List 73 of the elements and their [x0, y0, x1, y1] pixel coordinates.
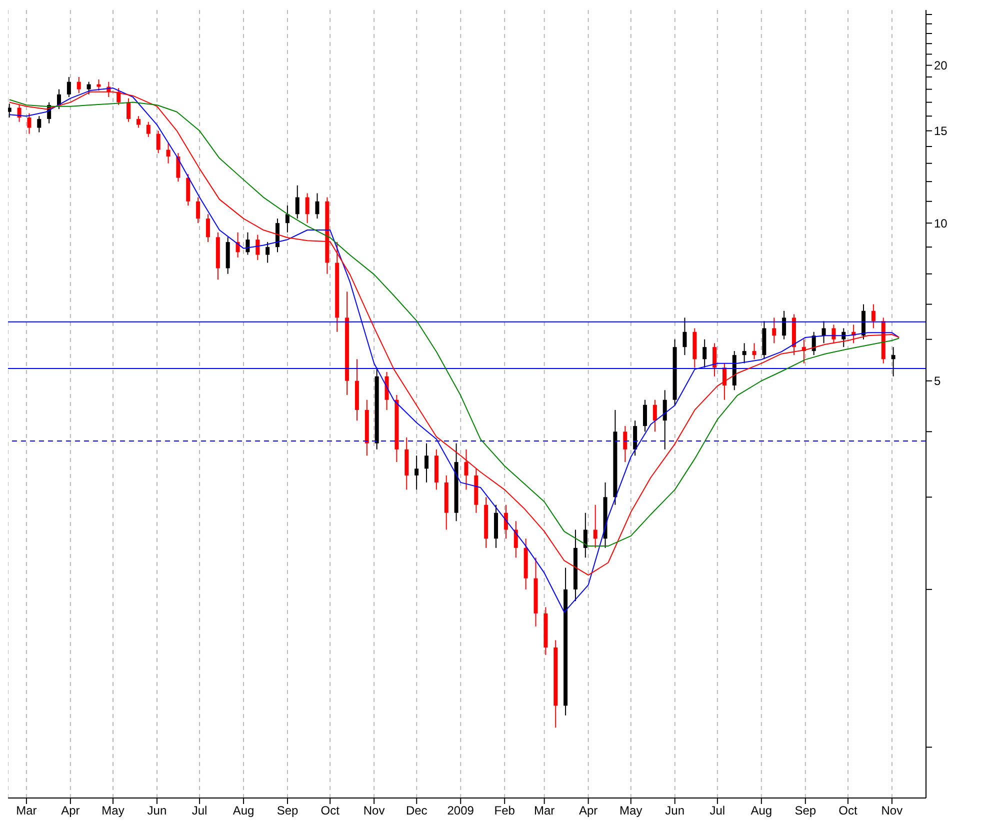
candlestick	[266, 242, 270, 264]
candlestick	[37, 116, 42, 133]
candlestick	[126, 98, 131, 122]
candlestick	[822, 320, 826, 344]
candlestick	[186, 174, 190, 206]
x-tick-label: Oct	[838, 804, 858, 818]
x-tick-label: Mar	[16, 804, 37, 818]
candlestick	[652, 399, 657, 432]
candlestick	[782, 310, 786, 340]
x-tick-label: Jun	[665, 804, 685, 818]
x-tick-label: Jul	[710, 804, 726, 818]
candlestick	[583, 512, 588, 558]
candlestick	[196, 196, 200, 224]
x-tick-label: May	[620, 804, 642, 818]
candlestick	[86, 81, 91, 95]
x-tick-label: Jul	[192, 804, 208, 818]
candlestick	[285, 205, 290, 233]
x-tick-label: Aug	[750, 804, 772, 818]
y-tick-label: 20	[934, 58, 948, 73]
x-tick-label: Nov	[881, 804, 903, 818]
y-tick-label: 10	[934, 216, 948, 230]
x-tick-label: Jun	[147, 804, 167, 818]
candlestick	[702, 338, 707, 368]
x-tick-label: 2009	[447, 804, 474, 818]
candlestick	[146, 121, 150, 138]
candlestick	[295, 184, 300, 220]
candlestick	[176, 152, 180, 182]
candlestick	[414, 455, 419, 490]
x-tick-label: Aug	[232, 804, 254, 818]
x-tick-label: May	[102, 804, 124, 818]
candlestick	[76, 76, 81, 94]
x-tick-label: Dec	[406, 804, 428, 818]
candlestick	[206, 214, 210, 243]
candlestick	[832, 324, 836, 344]
candlestick	[891, 346, 896, 377]
x-tick-label: Mar	[534, 804, 555, 818]
x-tick-label: Sep	[276, 804, 299, 818]
candlestick	[136, 116, 140, 128]
y-tick-label: 15	[934, 124, 948, 138]
y-tick-label: 5	[934, 374, 941, 388]
candlestick	[8, 103, 12, 118]
x-tick-label: Apr	[61, 804, 80, 818]
candlestick	[17, 104, 22, 122]
candlestick	[742, 342, 746, 364]
candlestick	[514, 520, 518, 558]
candlestick	[424, 442, 428, 483]
candlestick	[276, 218, 280, 253]
candlestick	[593, 504, 598, 548]
candlestick	[305, 192, 310, 224]
candlestick	[662, 390, 667, 450]
candlestick	[712, 342, 717, 377]
candlestick	[871, 304, 876, 329]
candlestick	[315, 192, 320, 220]
candlestick	[66, 76, 71, 98]
candlestick	[27, 112, 32, 134]
x-tick-label: Apr	[578, 804, 598, 818]
x-tick-label: Feb	[494, 804, 516, 818]
candlestick	[246, 232, 250, 256]
x-tick-label: Nov	[363, 804, 385, 818]
candlestick	[166, 142, 170, 164]
candlestick	[772, 317, 776, 344]
candlestick	[156, 130, 160, 154]
candlestick	[623, 426, 628, 463]
candlestick	[752, 342, 756, 360]
candlestick	[57, 88, 62, 110]
candlestick	[256, 234, 260, 261]
x-tick-label: Sep	[794, 804, 816, 818]
candlestick	[384, 371, 389, 410]
candlestick	[682, 317, 687, 356]
candlestick	[633, 420, 638, 456]
x-tick-label: Oct	[320, 804, 340, 818]
candlestick	[464, 448, 468, 490]
candlestick	[642, 399, 647, 432]
